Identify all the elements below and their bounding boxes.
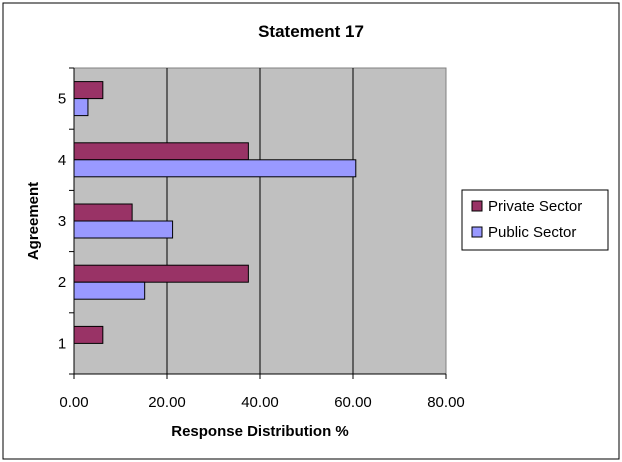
y-tick-label: 2	[58, 274, 66, 291]
bar-public-4	[73, 159, 357, 178]
bars-group	[73, 81, 357, 344]
bar-private-5	[73, 81, 104, 100]
bar-private-4	[73, 142, 249, 161]
y-axis-title: Agreement	[25, 182, 42, 260]
x-tick-label: 80.00	[427, 394, 465, 411]
legend-swatch-private	[471, 200, 483, 212]
legend-label-private: Private Sector	[488, 198, 582, 215]
legend-box	[461, 189, 609, 251]
x-axis-title: Response Distribution %	[171, 423, 349, 440]
bar-private-2	[73, 264, 249, 283]
y-tick-label: 4	[58, 152, 66, 169]
legend-label-public: Public Sector	[488, 224, 576, 241]
axes-group	[69, 67, 447, 379]
y-tick-label: 5	[58, 91, 66, 108]
x-tick-label: 40.00	[241, 394, 279, 411]
bar-private-1	[73, 325, 104, 344]
chart-title: Statement 17	[258, 22, 364, 41]
legend: Private Sector Public Sector	[461, 189, 609, 251]
x-tick-label: 0.00	[59, 394, 88, 411]
y-tick-label: 1	[58, 335, 66, 352]
y-tick-labels: 1 2 3 4 5	[58, 91, 66, 353]
x-tick-label: 60.00	[334, 394, 372, 411]
bar-public-3	[73, 220, 174, 239]
x-tick-labels: 0.00 20.00 40.00 60.00 80.00	[59, 394, 464, 411]
bar-public-5	[73, 98, 89, 117]
y-tick-label: 3	[58, 213, 66, 230]
bar-private-3	[73, 203, 133, 222]
bar-public-2	[73, 281, 146, 300]
x-tick-label: 20.00	[148, 394, 186, 411]
legend-swatch-public	[471, 226, 483, 238]
